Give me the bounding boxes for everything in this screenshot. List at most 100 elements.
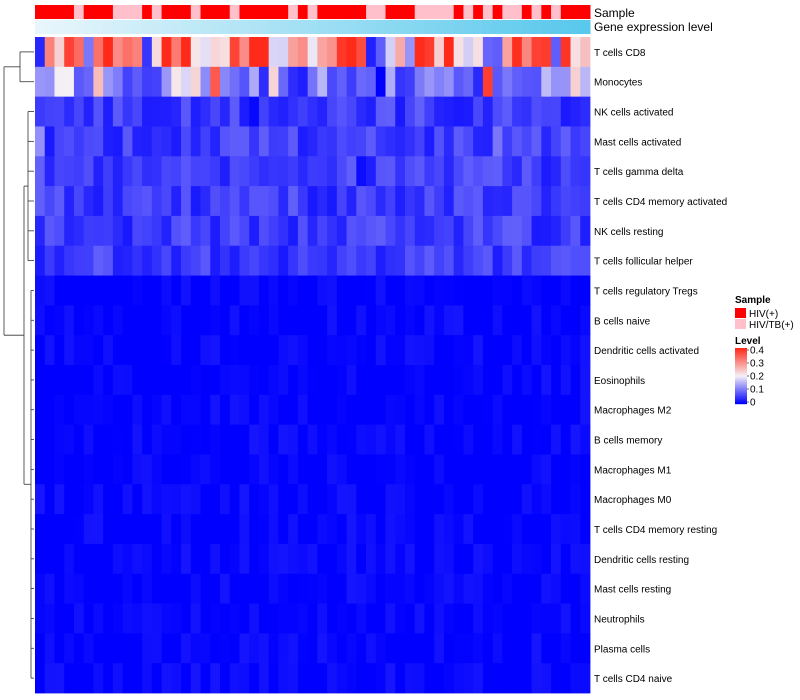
heatmap-cell — [512, 96, 523, 127]
heatmap-cell — [161, 603, 172, 634]
heatmap-cell — [83, 305, 94, 336]
heatmap-cell — [317, 603, 328, 634]
legend-item-label: HIV/TB(+) — [749, 320, 794, 331]
heatmap-cell — [434, 335, 445, 366]
sample-annotation-cell — [103, 5, 114, 19]
heatmap-cell — [181, 484, 192, 515]
heatmap-cell — [492, 156, 503, 187]
heatmap-cell — [258, 663, 270, 694]
heatmap-cell — [93, 663, 104, 694]
heatmap-cell — [541, 37, 552, 68]
heatmap-cell — [482, 156, 494, 187]
heatmap-cell — [181, 514, 192, 545]
heatmap-cell — [44, 543, 55, 575]
heatmap-cell — [161, 96, 172, 127]
heatmap-cell — [200, 275, 211, 306]
heatmap-cell — [268, 215, 279, 247]
heatmap-cell — [83, 37, 94, 68]
heatmap-cell — [35, 365, 46, 396]
heatmap-cell — [385, 156, 396, 187]
heatmap-cell — [122, 603, 133, 634]
heatmap-cell — [258, 514, 270, 545]
heatmap-cell — [327, 96, 338, 127]
heatmap-cell — [93, 633, 104, 664]
heatmap-cell — [112, 126, 124, 157]
heatmap-cell — [424, 663, 435, 694]
heatmap-cell — [307, 335, 318, 366]
heatmap-cell — [258, 543, 270, 575]
heatmap-cell — [307, 186, 318, 217]
heatmap-cell — [35, 37, 46, 68]
heatmap-cell — [336, 603, 347, 634]
heatmap-cell — [239, 37, 250, 68]
expression-annotation-cell — [531, 20, 542, 34]
legend-gradient-step — [735, 391, 747, 393]
heatmap-cell — [220, 245, 231, 276]
heatmap-cell — [297, 633, 309, 664]
heatmap-cell — [83, 215, 94, 247]
heatmap-cell — [463, 514, 474, 545]
expression-annotation-cell — [570, 20, 581, 34]
expression-annotation-cell — [482, 20, 494, 34]
heatmap-cell — [453, 424, 464, 455]
heatmap-cell — [142, 335, 153, 366]
heatmap-cell — [395, 603, 406, 634]
heatmap-cell — [297, 365, 309, 396]
heatmap-cell — [414, 156, 425, 187]
heatmap-cell — [346, 365, 357, 396]
heatmap-cell — [210, 394, 221, 426]
heatmap-cell — [395, 484, 406, 515]
heatmap-cell — [190, 186, 201, 217]
heatmap-cell — [249, 66, 260, 98]
heatmap-cell — [151, 424, 162, 455]
heatmap-cell — [171, 275, 182, 306]
heatmap-cell — [190, 305, 201, 336]
heatmap-cell — [580, 573, 591, 604]
heatmap-cell — [64, 126, 75, 157]
heatmap-cell — [346, 573, 357, 604]
sample-annotation-cell — [385, 5, 396, 19]
expression-annotation-cell — [385, 20, 396, 34]
heatmap-cell — [521, 454, 532, 485]
heatmap-cell — [229, 484, 240, 515]
heatmap-cell — [336, 335, 347, 366]
heatmap-cell — [171, 454, 182, 485]
heatmap-cell — [83, 186, 94, 217]
heatmap-cell — [473, 663, 484, 694]
heatmap-cell — [385, 335, 396, 366]
heatmap-cell — [463, 37, 474, 68]
heatmap-cell — [44, 37, 55, 68]
heatmap-cell — [210, 156, 221, 187]
sample-annotation-cell — [210, 5, 221, 19]
heatmap-cell — [492, 663, 503, 694]
heatmap-cell — [317, 186, 328, 217]
heatmap-cell — [220, 573, 231, 604]
heatmap-cell — [551, 454, 562, 485]
heatmap-cell — [112, 335, 124, 366]
heatmap-cell — [112, 215, 124, 247]
heatmap-cell — [200, 335, 211, 366]
heatmap-cell — [317, 37, 328, 68]
row-label: T cells CD4 memory activated — [594, 197, 727, 208]
heatmap-cell — [385, 603, 396, 634]
heatmap-cell — [405, 543, 416, 575]
heatmap-cell — [531, 186, 542, 217]
heatmap-cell — [288, 365, 299, 396]
heatmap-cell — [112, 37, 124, 68]
heatmap-cell — [229, 96, 240, 127]
heatmap-cell — [414, 335, 425, 366]
heatmap-cell — [258, 335, 270, 366]
heatmap-cell — [64, 424, 75, 455]
heatmap-cell — [64, 484, 75, 515]
legend-gradient-step — [735, 402, 747, 404]
heatmap-cell — [317, 394, 328, 426]
legend-gradient-step — [735, 351, 747, 353]
heatmap-cell — [142, 305, 153, 336]
heatmap-cell — [541, 633, 552, 664]
legend-gradient-step — [735, 363, 747, 365]
heatmap-cell — [405, 454, 416, 485]
heatmap-cell — [210, 365, 221, 396]
heatmap-cell — [142, 514, 153, 545]
heatmap-cell — [44, 66, 55, 98]
heatmap-cell — [482, 603, 494, 634]
